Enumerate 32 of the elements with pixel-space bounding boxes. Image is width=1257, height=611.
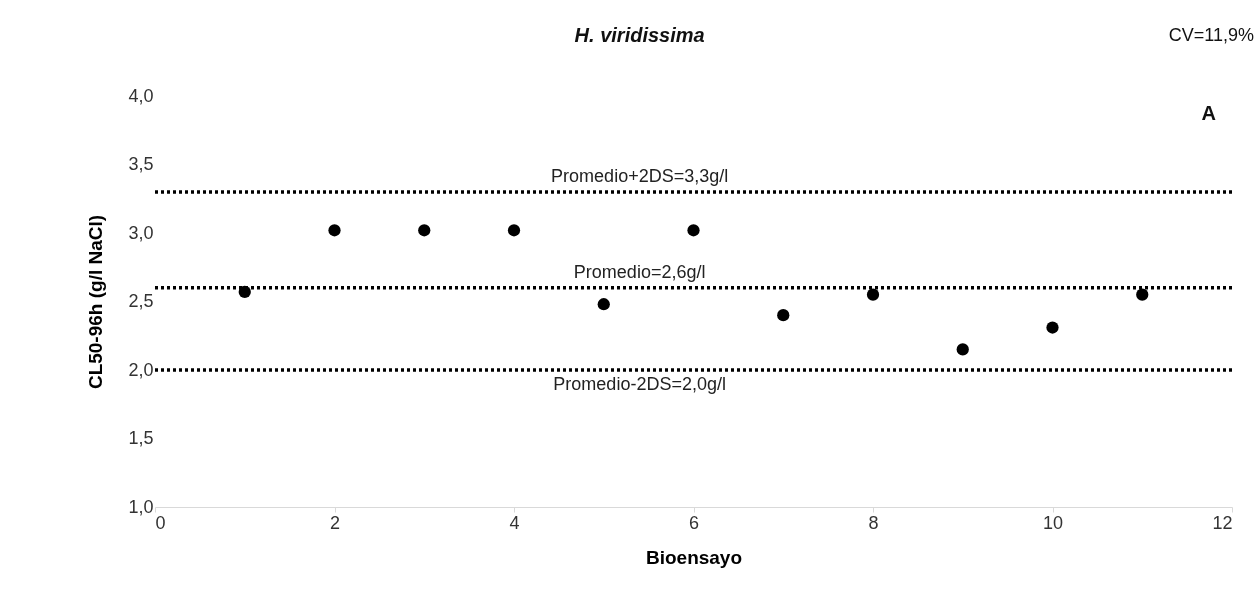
ref-line-label: Promedio-2DS=2,0g/l	[553, 374, 726, 394]
point	[866, 288, 880, 301]
x-tick-label: 10	[1042, 512, 1064, 533]
point	[956, 343, 969, 356]
x-tick-label: 2	[329, 512, 341, 533]
point	[1046, 321, 1059, 334]
ref-line-label: Promedio+2DS=3,3g/l	[551, 165, 729, 186]
ref-line-label: Promedio=2,6g/l	[573, 261, 706, 282]
x-axis-title: Bioensayo	[645, 546, 743, 568]
y-tick-label: 3,0	[128, 222, 154, 243]
x-tick-label: 0	[155, 512, 166, 533]
point	[418, 224, 431, 237]
x-tick-label: 12	[1212, 512, 1233, 533]
x-tick-label: 8	[868, 512, 879, 533]
x-tick-label: 6	[688, 512, 700, 533]
y-tick-label: 1,0	[128, 496, 154, 517]
point	[597, 298, 610, 311]
text: CV=11,9%	[1168, 25, 1254, 45]
point	[687, 224, 700, 237]
point	[777, 309, 790, 322]
y-tick-label: 1,5	[128, 428, 154, 448]
point	[507, 224, 521, 237]
y-tick-label: 2,5	[128, 291, 154, 311]
y-tick-label: 2,0	[128, 359, 154, 380]
point	[328, 224, 341, 237]
point	[1136, 288, 1149, 301]
y-axis-title: CL50-96h (g/l NaCl)	[85, 214, 107, 390]
annotation: A	[1201, 102, 1216, 124]
chart-title: H. viridissima	[574, 24, 705, 46]
y-tick-label: 4,0	[128, 85, 154, 106]
x-tick-label: 4	[509, 512, 520, 533]
y-tick-label: 3,5	[128, 154, 154, 174]
